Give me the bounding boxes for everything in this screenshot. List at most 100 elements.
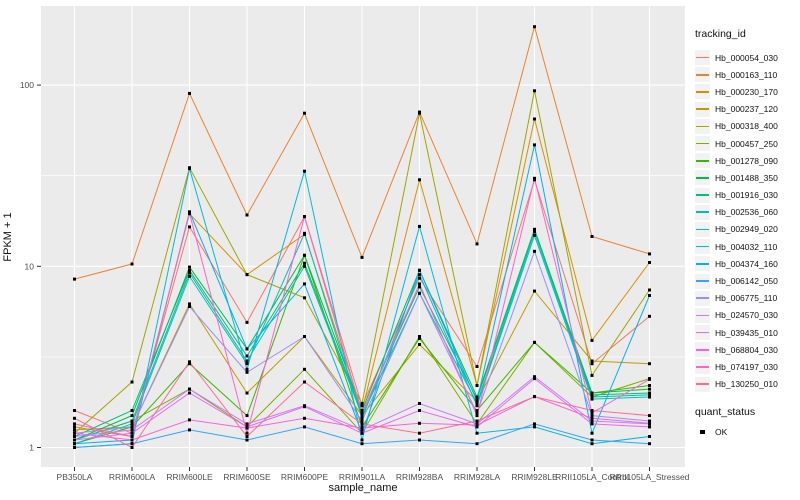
data-point: [303, 261, 306, 265]
legend-entry-label: Hb_130250_010: [715, 379, 778, 390]
data-point: [245, 362, 249, 366]
data-point: [188, 305, 191, 308]
data-point: [303, 231, 306, 235]
data-point: [188, 91, 191, 95]
x-tick-label: RRII105LA_Control: [555, 472, 629, 482]
legend-key-swatch: [695, 256, 710, 272]
data-point: [360, 255, 364, 259]
data-point: [418, 291, 421, 295]
legend-entry: Hb_004374_160: [691, 255, 800, 272]
quant-legend-label: OK: [715, 427, 728, 438]
data-point: [475, 431, 479, 435]
data-point: [590, 397, 594, 401]
data-point: [73, 438, 76, 442]
legend-entry-label: Hb_001488_350: [715, 172, 778, 183]
data-point: [360, 404, 364, 408]
data-point: [130, 438, 134, 442]
legend-key-line: [696, 159, 709, 162]
legend-key-line: [696, 314, 709, 317]
data-point: [73, 431, 76, 435]
legend-key-line: [696, 73, 709, 76]
legend-key-line: [696, 383, 709, 385]
data-point: [73, 428, 76, 432]
legend-key-swatch: [695, 307, 710, 323]
x-tick-label: RRIM600PE: [281, 472, 329, 482]
data-point: [590, 393, 594, 397]
data-point: [418, 178, 421, 182]
data-point: [245, 438, 249, 442]
data-point: [245, 431, 249, 435]
data-point: [130, 380, 134, 384]
legend-entry-label: Hb_000054_030: [715, 52, 778, 63]
data-point: [418, 336, 421, 340]
legend-key-line: [696, 211, 709, 214]
data-point: [188, 167, 191, 171]
legend-key-swatch: [695, 359, 710, 375]
data-point: [475, 402, 479, 405]
data-point: [648, 261, 651, 264]
legend-entry: Hb_000054_030: [691, 49, 800, 66]
data-point: [648, 288, 651, 292]
x-tick-label: RRIM600LA: [109, 472, 156, 482]
legend-key-swatch: [695, 187, 710, 203]
data-point: [188, 211, 191, 215]
data-point: [533, 340, 536, 344]
legend-entry-label: Hb_001916_030: [715, 190, 778, 201]
data-point: [188, 302, 191, 306]
data-point: [360, 414, 364, 418]
data-point: [245, 391, 249, 395]
legend-entry: Hb_130250_010: [691, 376, 800, 393]
data-point: [533, 377, 536, 381]
data-point: [130, 425, 134, 429]
data-point: [130, 419, 134, 423]
data-point: [360, 426, 364, 430]
data-point: [590, 414, 594, 418]
legend-key-line: [696, 142, 709, 145]
quant-key-point: [700, 429, 705, 435]
legend-entry: Hb_001488_350: [691, 169, 800, 186]
data-point: [418, 268, 421, 272]
legend-key-swatch: [695, 50, 710, 66]
data-point: [360, 416, 364, 420]
data-point: [130, 442, 134, 446]
legend-entry: Hb_002536_060: [691, 204, 800, 221]
data-point: [418, 431, 421, 435]
legend-entry-label: Hb_074197_030: [715, 361, 778, 372]
legend-entry: Hb_001278_090: [691, 152, 800, 169]
data-point: [303, 169, 306, 173]
data-point: [418, 282, 421, 286]
legend-entry-label: Hb_000163_110: [715, 69, 778, 80]
legend-key-line: [696, 366, 709, 368]
data-point: [648, 362, 651, 366]
data-point: [130, 446, 134, 449]
legend-entry-label: Hb_024570_030: [715, 310, 778, 321]
legend-entry: Hb_000230_170: [691, 83, 800, 100]
data-point: [533, 422, 536, 426]
legend-entry-label: Hb_000457_250: [715, 138, 778, 149]
data-point: [590, 411, 594, 415]
legend-entry-label: Hb_000237_120: [715, 104, 778, 115]
quant-key-swatch: [695, 425, 710, 440]
data-point: [533, 230, 536, 234]
data-point: [188, 387, 191, 391]
x-tick-label: RRIM928LA: [454, 472, 501, 482]
data-point: [648, 393, 651, 397]
data-point: [533, 89, 536, 93]
data-point: [475, 411, 479, 415]
legend-key-swatch: [695, 84, 710, 100]
data-point: [590, 431, 594, 435]
data-point: [130, 262, 134, 266]
data-point: [245, 320, 249, 324]
data-point: [130, 414, 134, 418]
legend-entry: Hb_002949_020: [691, 221, 800, 238]
data-point: [130, 435, 134, 438]
data-point: [73, 416, 76, 420]
legend-entry: Hb_024570_030: [691, 307, 800, 324]
data-point: [245, 367, 249, 371]
data-point: [360, 428, 364, 432]
legend-key-line: [696, 348, 709, 351]
legend-key-line: [696, 125, 709, 128]
legend-key-line: [696, 297, 709, 299]
data-point: [418, 111, 421, 115]
